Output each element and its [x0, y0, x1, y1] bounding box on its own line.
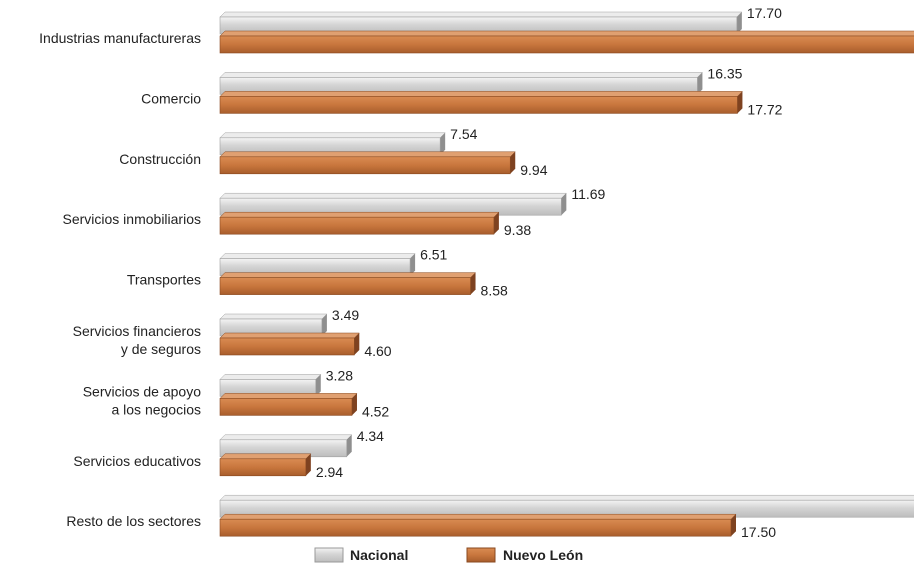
bar-nuevo-leon-comercio	[219, 91, 744, 114]
bar-nacional-comercio	[219, 72, 704, 95]
bar-nacional-servicios-inmobiliarios	[219, 192, 567, 216]
value-label-nuevo-leon-servicios-de-apoyo-a-los-negocios: 4.52	[362, 403, 389, 419]
bar-nacional-transportes	[219, 253, 416, 276]
bar-nuevo-leon-servicios-educativos	[219, 453, 312, 477]
bars-layer: Industrias manufactureras17.7024.84Comer…	[39, 5, 914, 540]
legend-swatch-nuevo-leon	[466, 547, 496, 563]
value-label-nuevo-leon-resto-de-los-sectores: 17.50	[741, 524, 776, 540]
value-label-nuevo-leon-transportes: 8.58	[481, 283, 508, 299]
bar-nacional-servicios-financieros-y-de-seguros	[219, 313, 328, 337]
value-label-nacional-servicios-de-apoyo-a-los-negocios: 3.28	[326, 367, 353, 383]
bar-nuevo-leon-servicios-de-apoyo-a-los-negocios	[219, 393, 358, 416]
legend-label-nacional: Nacional	[350, 547, 408, 563]
bar-nacional-servicios-educativos	[219, 434, 353, 458]
value-label-nuevo-leon-servicios-financieros-y-de-seguros: 4.60	[364, 343, 391, 359]
value-label-nacional-servicios-financieros-y-de-seguros: 3.49	[332, 307, 359, 323]
legend: Nacional Nuevo León	[314, 547, 583, 563]
value-label-nuevo-leon-servicios-inmobiliarios: 9.38	[504, 222, 531, 238]
value-label-nuevo-leon-servicios-educativos: 2.94	[316, 464, 343, 480]
bar-nuevo-leon-servicios-financieros-y-de-seguros	[219, 332, 360, 356]
category-label-servicios-educativos: Servicios educativos	[73, 453, 201, 469]
value-label-nacional-transportes: 6.51	[420, 247, 447, 263]
category-label-construccion: Construcción	[119, 151, 201, 167]
category-label-transportes: Transportes	[127, 272, 201, 288]
value-label-nuevo-leon-comercio: 17.72	[747, 101, 782, 117]
bar-nacional-construccion	[219, 132, 446, 156]
bar-nacional-resto-de-los-sectores	[219, 494, 914, 518]
value-label-nacional-comercio: 16.35	[707, 65, 742, 81]
category-label-servicios-financieros-y-de-seguros-line2: y de seguros	[121, 341, 201, 357]
bar-nacional-industrias-manufactureras	[219, 11, 743, 35]
bar-nuevo-leon-transportes	[219, 272, 477, 295]
bar-nacional-servicios-de-apoyo-a-los-negocios	[219, 374, 322, 397]
category-label-servicios-inmobiliarios: Servicios inmobiliarios	[63, 211, 202, 227]
value-label-nacional-construccion: 7.54	[450, 126, 477, 142]
value-label-nacional-industrias-manufactureras: 17.70	[747, 5, 782, 21]
category-label-industrias-manufactureras: Industrias manufactureras	[39, 30, 201, 46]
value-label-nuevo-leon-construccion: 9.94	[520, 162, 547, 178]
bar-nuevo-leon-industrias-manufactureras	[219, 30, 914, 54]
category-label-comercio: Comercio	[141, 90, 201, 106]
category-label-servicios-de-apoyo-a-los-negocios-line2: a los negocios	[111, 401, 201, 417]
value-label-nacional-servicios-educativos: 4.34	[357, 428, 384, 444]
category-label-servicios-financieros-y-de-seguros-line1: Servicios financieros	[73, 323, 201, 339]
legend-label-nuevo-leon: Nuevo León	[503, 547, 583, 563]
bar-nuevo-leon-servicios-inmobiliarios	[219, 211, 500, 235]
bar-nuevo-leon-resto-de-los-sectores	[219, 513, 737, 537]
value-label-nacional-servicios-inmobiliarios: 11.69	[571, 186, 605, 202]
bar-nuevo-leon-construccion	[219, 151, 516, 175]
category-label-resto-de-los-sectores: Resto de los sectores	[66, 513, 201, 529]
legend-swatch-nacional	[314, 547, 344, 563]
category-label-servicios-de-apoyo-a-los-negocios-line1: Servicios de apoyo	[83, 383, 202, 399]
